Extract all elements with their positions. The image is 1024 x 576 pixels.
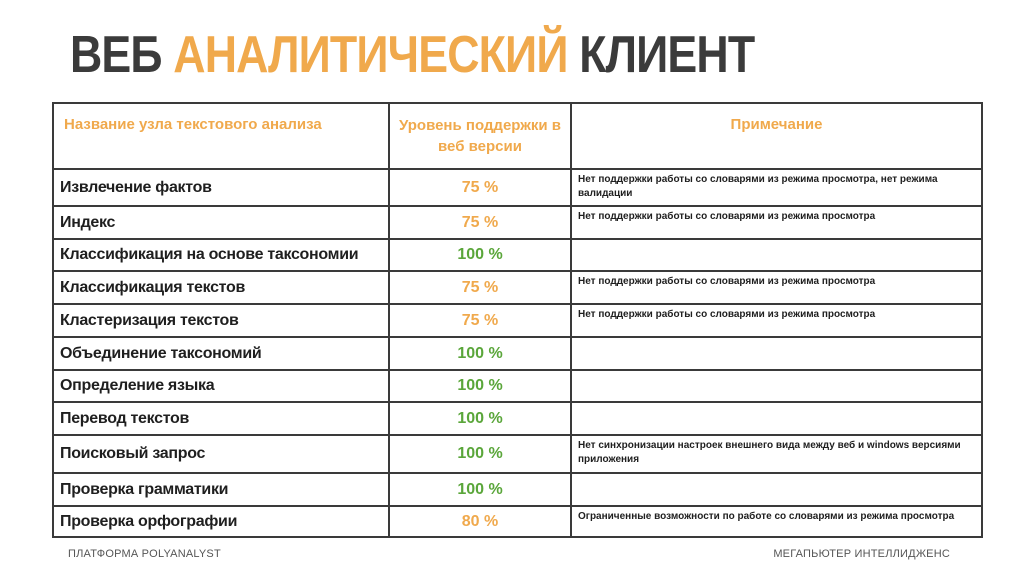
title-part-client: КЛИЕНТ bbox=[579, 26, 755, 84]
table-row: Проверка орфографии 80 % Ограниченные во… bbox=[52, 505, 983, 538]
row-note bbox=[570, 336, 983, 371]
row-note: Нет поддержки работы со словарями из реж… bbox=[570, 168, 983, 207]
row-note bbox=[570, 472, 983, 507]
row-level: 75 % bbox=[388, 270, 572, 305]
table-header-row: Название узла текстового анализа Уровень… bbox=[52, 102, 983, 170]
row-level: 100 % bbox=[388, 369, 572, 403]
table-row: Классификация на основе таксономии 100 % bbox=[52, 238, 983, 272]
row-name: Классификация текстов bbox=[52, 270, 390, 305]
row-name: Поисковый запрос bbox=[52, 434, 390, 474]
table-row: Классификация текстов 75 % Нет поддержки… bbox=[52, 270, 983, 305]
row-level: 100 % bbox=[388, 336, 572, 371]
table-row: Поисковый запрос 100 % Нет синхронизации… bbox=[52, 434, 983, 474]
row-name: Проверка орфографии bbox=[52, 505, 390, 538]
table-row: Индекс 75 % Нет поддержки работы со слов… bbox=[52, 205, 983, 240]
row-note bbox=[570, 401, 983, 436]
row-name: Классификация на основе таксономии bbox=[52, 238, 390, 272]
header-support-level: Уровень поддержки в веб версии bbox=[388, 102, 572, 170]
table-row: Извлечение фактов 75 % Нет поддержки раб… bbox=[52, 168, 983, 207]
row-level: 100 % bbox=[388, 238, 572, 272]
row-note bbox=[570, 369, 983, 403]
header-node-name: Название узла текстового анализа bbox=[52, 102, 390, 170]
row-note: Нет синхронизации настроек внешнего вида… bbox=[570, 434, 983, 474]
row-name: Индекс bbox=[52, 205, 390, 240]
support-table: Название узла текстового анализа Уровень… bbox=[52, 102, 983, 538]
row-level: 75 % bbox=[388, 205, 572, 240]
row-note bbox=[570, 238, 983, 272]
footer-platform: ПЛАТФОРМА POLYANALYST bbox=[68, 548, 221, 560]
table-row: Объединение таксономий 100 % bbox=[52, 336, 983, 371]
footer-company: МЕГАПЬЮТЕР ИНТЕЛЛИДЖЕНС bbox=[773, 548, 950, 560]
row-name: Извлечение фактов bbox=[52, 168, 390, 207]
table-row: Кластеризация текстов 75 % Нет поддержки… bbox=[52, 303, 983, 338]
row-level: 75 % bbox=[388, 168, 572, 207]
row-note: Ограниченные возможности по работе со сл… bbox=[570, 505, 983, 538]
row-level: 75 % bbox=[388, 303, 572, 338]
page-title: ВЕБ АНАЛИТИЧЕСКИЙ КЛИЕНТ bbox=[70, 22, 755, 88]
row-note: Нет поддержки работы со словарями из реж… bbox=[570, 303, 983, 338]
row-note: Нет поддержки работы со словарями из реж… bbox=[570, 270, 983, 305]
row-level: 100 % bbox=[388, 401, 572, 436]
table-row: Перевод текстов 100 % bbox=[52, 401, 983, 436]
table-row: Определение языка 100 % bbox=[52, 369, 983, 403]
row-name: Определение языка bbox=[52, 369, 390, 403]
row-level: 80 % bbox=[388, 505, 572, 538]
title-part-web: ВЕБ bbox=[70, 26, 163, 84]
row-name: Объединение таксономий bbox=[52, 336, 390, 371]
row-name: Перевод текстов bbox=[52, 401, 390, 436]
title-part-analytic: АНАЛИТИЧЕСКИЙ bbox=[173, 26, 568, 84]
row-name: Кластеризация текстов bbox=[52, 303, 390, 338]
row-level: 100 % bbox=[388, 472, 572, 507]
row-note: Нет поддержки работы со словарями из реж… bbox=[570, 205, 983, 240]
header-note: Примечание bbox=[570, 102, 983, 170]
table-row: Проверка грамматики 100 % bbox=[52, 472, 983, 507]
row-level: 100 % bbox=[388, 434, 572, 474]
row-name: Проверка грамматики bbox=[52, 472, 390, 507]
